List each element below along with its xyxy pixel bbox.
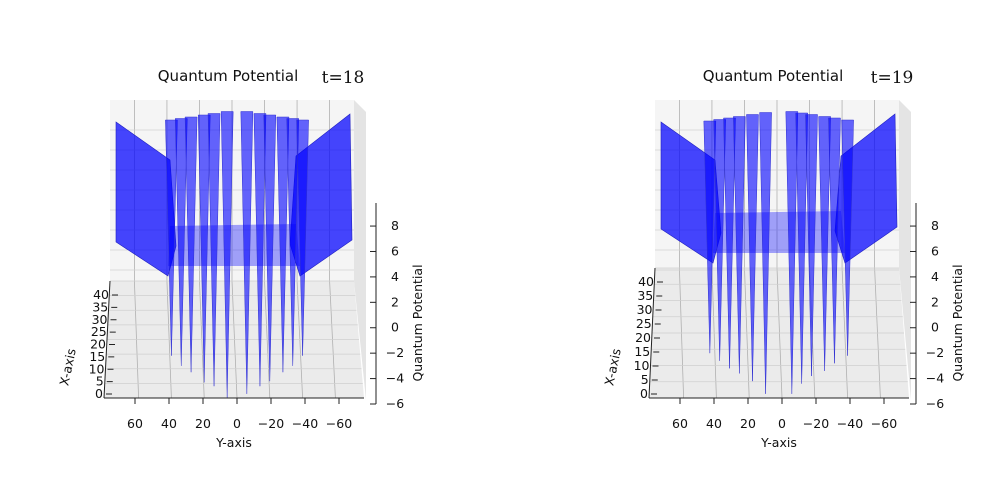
surface-spike-9	[818, 116, 831, 371]
surface-spike-0	[165, 119, 178, 356]
y-tick-label-3: 0	[778, 416, 786, 431]
z-tick-label-0: −6	[386, 396, 404, 411]
z-tick-label-4: 2	[931, 294, 939, 309]
surface-spike-11	[841, 119, 854, 356]
x-tick-label-2: 10	[634, 358, 650, 373]
z-tick-label-0: −6	[926, 396, 944, 411]
y-tick-label-6: −60	[871, 416, 897, 431]
x-axis-line	[648, 267, 656, 399]
y-tick-label-1: 40	[161, 416, 177, 431]
z-tick-label-7: 8	[931, 218, 939, 233]
z-tick-label-1: −4	[386, 371, 404, 386]
surface-spike-3	[197, 114, 211, 383]
y-axis-label: Y-axis	[760, 435, 797, 450]
z-tick-label-4: 2	[391, 294, 399, 309]
surface-spike-5	[759, 112, 772, 394]
surface-spike-1	[713, 119, 726, 361]
surface-spike-2	[723, 117, 736, 369]
z-tick-label-7: 8	[391, 218, 399, 233]
surface-spike-6	[240, 111, 254, 394]
z-tick-label-5: 4	[931, 269, 939, 284]
surface-spike-10	[828, 117, 841, 364]
z-axis-label: Quantum Potential	[410, 264, 425, 381]
surface-spike-10	[286, 118, 300, 366]
x-tick-label-4: 20	[90, 337, 106, 352]
surface-spike-7	[253, 113, 267, 387]
z-axis-label: Quantum Potential	[950, 264, 965, 381]
y-tick-label-3: 0	[233, 416, 241, 431]
y-tick-label-4: −20	[803, 416, 829, 431]
chart-title: Quantum Potential	[703, 67, 844, 85]
x-tick-label-5: 25	[91, 324, 107, 339]
y-tick-label-2: 20	[740, 416, 756, 431]
x-tick-label-1: 5	[96, 374, 104, 389]
y-tick-label-6: −60	[326, 416, 352, 431]
y-tick-label-5: −40	[292, 416, 318, 431]
x-tick-label-0: 0	[95, 386, 103, 401]
surface-spike-0	[703, 120, 717, 354]
y-axis-label: Y-axis	[215, 435, 252, 450]
surface-spike-4	[746, 114, 759, 382]
x-tick-label-3: 15	[634, 344, 650, 359]
x-tick-label-5: 25	[636, 316, 652, 331]
chart-title: Quantum Potential	[158, 67, 299, 85]
side-pane	[899, 100, 911, 400]
z-tick-label-6: 6	[931, 243, 939, 258]
x-tick-label-7: 35	[92, 299, 108, 314]
y-tick-label-1: 40	[706, 416, 722, 431]
x-axis-line	[103, 280, 111, 399]
y-tick-label-2: 20	[195, 416, 211, 431]
side-pane	[354, 100, 366, 400]
surface-spike-2	[184, 116, 198, 373]
y-tick-label-5: −40	[837, 416, 863, 431]
time-annotation: t=19	[871, 68, 914, 88]
z-tick-label-2: −2	[926, 345, 944, 360]
surface-spike-5	[220, 111, 234, 398]
surface-spike-11	[296, 119, 309, 356]
surface-spike-8	[805, 114, 818, 377]
time-annotation: t=18	[322, 68, 365, 88]
x-tick-label-6: 30	[92, 312, 108, 327]
x-tick-label-6: 30	[637, 302, 653, 317]
z-tick-label-5: 4	[391, 269, 399, 284]
surface-spike-3	[733, 116, 746, 374]
z-tick-label-3: 0	[391, 320, 399, 335]
x-tick-label-7: 35	[637, 288, 653, 303]
x-tick-label-0: 0	[640, 386, 648, 401]
surface-spike-1	[174, 118, 188, 366]
surface-spike-9	[276, 116, 290, 373]
surface-spike-8	[263, 114, 277, 382]
x-tick-label-2: 10	[89, 361, 105, 376]
surface-spike-4	[207, 113, 221, 387]
x-tick-label-8: 40	[638, 274, 654, 289]
y-tick-label-0: 60	[127, 416, 143, 431]
z-tick-label-3: 0	[931, 320, 939, 335]
x-tick-label-8: 40	[93, 287, 109, 302]
surface-spike-6	[785, 111, 799, 394]
y-tick-label-0: 60	[672, 416, 688, 431]
x-tick-label-1: 5	[641, 372, 649, 387]
y-tick-label-4: −20	[258, 416, 284, 431]
z-tick-label-1: −4	[926, 371, 944, 386]
surface-spike-7	[795, 112, 808, 384]
z-tick-label-2: −2	[386, 345, 404, 360]
z-tick-label-6: 6	[391, 243, 399, 258]
x-tick-label-4: 20	[635, 330, 651, 345]
x-tick-label-3: 15	[89, 349, 105, 364]
